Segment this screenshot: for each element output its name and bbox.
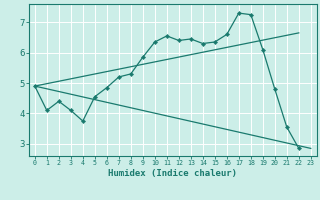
X-axis label: Humidex (Indice chaleur): Humidex (Indice chaleur) — [108, 169, 237, 178]
